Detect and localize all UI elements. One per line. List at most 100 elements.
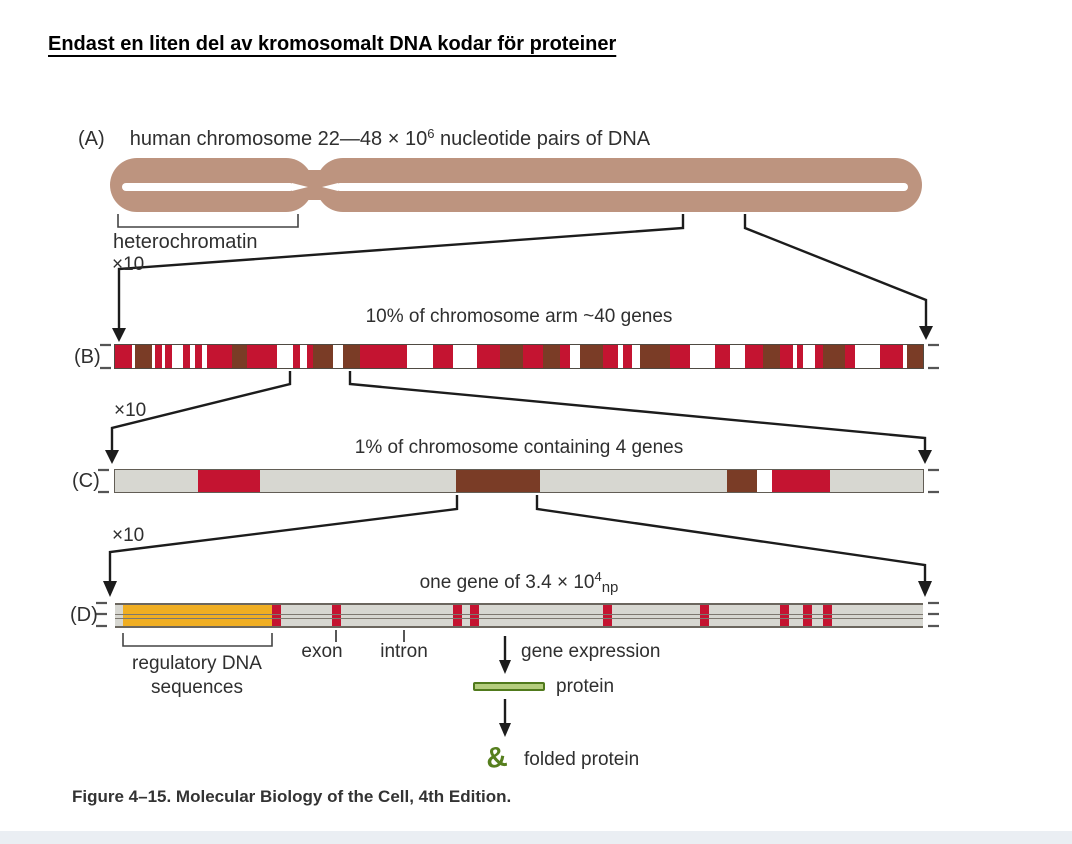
panel-b-label: (B) [74,346,101,368]
arrowhead-b-right [919,326,933,340]
regulatory-label-line1: regulatory DNA [132,653,262,674]
chromosome-region-bar [114,469,924,493]
protein-bar [473,682,545,691]
gene-segment-brown [727,470,757,492]
exon-mark [823,605,832,626]
panel-d-label: (D) [70,604,98,626]
exon-intron-pointers [335,630,405,642]
gene-segment-white [803,345,815,368]
panel-c-heading: 1% of chromosome containing 4 genes [354,437,684,458]
continuation-dashes [96,343,939,628]
gene-segment-brown [543,345,560,368]
chromatid-gap-left [122,183,294,191]
panel-d-heading: one gene of 3.4 × 104np [114,569,924,596]
gene-segment-brown [135,345,152,368]
exon-mark [780,605,789,626]
heterochromatin-bracket [117,214,299,228]
panel-a-heading-pre: human chromosome 22—48 × 10 [129,128,428,150]
gene-segment-white [132,345,135,368]
gene-segment-red [603,345,618,368]
gene-segment-red [523,345,543,368]
gene-segment-red [198,470,260,492]
exon-mark [272,605,281,626]
gene-segment-red [715,345,730,368]
gene-segment-red [433,345,453,368]
arrowhead-c-left [105,450,119,464]
panel-d-heading-pre: one gene of 3.4 × 10 [419,572,595,593]
gene-segment-red [477,345,500,368]
arrowhead-d-right [918,581,932,597]
gene-segment-brown [343,345,360,368]
gene-segment-brown [580,345,603,368]
gene-segment-brown [640,345,670,368]
gene-segment-white [202,345,207,368]
heterochromatin-label: heterochromatin [113,231,258,253]
gene-segment-red [880,345,903,368]
folded-protein-icon: & [483,740,510,776]
gene-segment-red [165,345,172,368]
strand-line-lower [115,618,923,619]
gene-segment-brown [500,345,523,368]
gene-segment-red [797,345,803,368]
gene-segment-red [293,345,300,368]
exon-mark [700,605,709,626]
gene-segment-red [780,345,793,368]
gene-expression-arrowhead [499,660,511,674]
gene-segment-red [745,345,763,368]
gene-segment-red [560,345,570,368]
gene-segment-white [690,345,715,368]
exon-mark [603,605,612,626]
gene-segment-white [333,345,343,368]
gene-segment-brown [232,345,247,368]
panel-a-heading: (A) human chromosome 22—48 × 106 nucleot… [78,126,650,151]
gene-segment-brown [456,470,540,492]
gene-segment-red [360,345,407,368]
gene-segment-brown [823,345,845,368]
folding-arrowhead [499,723,511,737]
gene-segment-white [162,345,165,368]
page-title: Endast en liten del av kromosomalt DNA k… [48,33,617,55]
zoom-x10-b: ×10 [114,400,147,421]
panel-a-heading-sup: 6 [427,126,435,141]
gene-segment-white [152,345,155,368]
exon-label: exon [301,641,343,662]
zoom-x10-a: ×10 [112,254,145,275]
arrowhead-c-right [918,450,932,464]
strand-line-upper [115,614,923,615]
gene-segment-red [115,345,132,368]
gene-segment-white [793,345,797,368]
gene-segment-red [207,345,232,368]
gene-segment-white [277,345,293,368]
chromosome-arm-bar [114,344,924,369]
regulatory-bracket [122,633,273,647]
gene-segment-gray [830,470,923,492]
gene-segment-brown [907,345,923,368]
panel-c-label: (C) [72,470,100,492]
protein-label: protein [556,676,615,697]
gene-segment-gray [540,470,727,492]
gene-expression-label: gene expression [521,641,661,662]
gene-segment-white [190,345,195,368]
gene-segment-gray [260,470,456,492]
folded-protein-label: folded protein [524,749,640,770]
panel-a-heading-post: nucleotide pairs of DNA [434,128,651,150]
regulatory-label-line2: sequences [151,677,243,698]
gene-segment-red [247,345,277,368]
exon-mark [453,605,462,626]
connector-c-to-d [108,495,927,583]
gene-segment-brown [763,345,780,368]
arrowhead-b-left [112,328,126,342]
gene-segment-white [903,345,907,368]
gene-segment-white [172,345,183,368]
panel-a-label: (A) [78,128,105,150]
gene-segment-white [407,345,433,368]
gene-segment-gray [115,470,198,492]
zoom-x10-c: ×10 [112,525,145,546]
intron-label: intron [380,641,428,662]
gene-segment-white [632,345,640,368]
gene-segment-red [772,470,830,492]
gene-segment-brown [313,345,333,368]
gene-bar [115,603,923,628]
